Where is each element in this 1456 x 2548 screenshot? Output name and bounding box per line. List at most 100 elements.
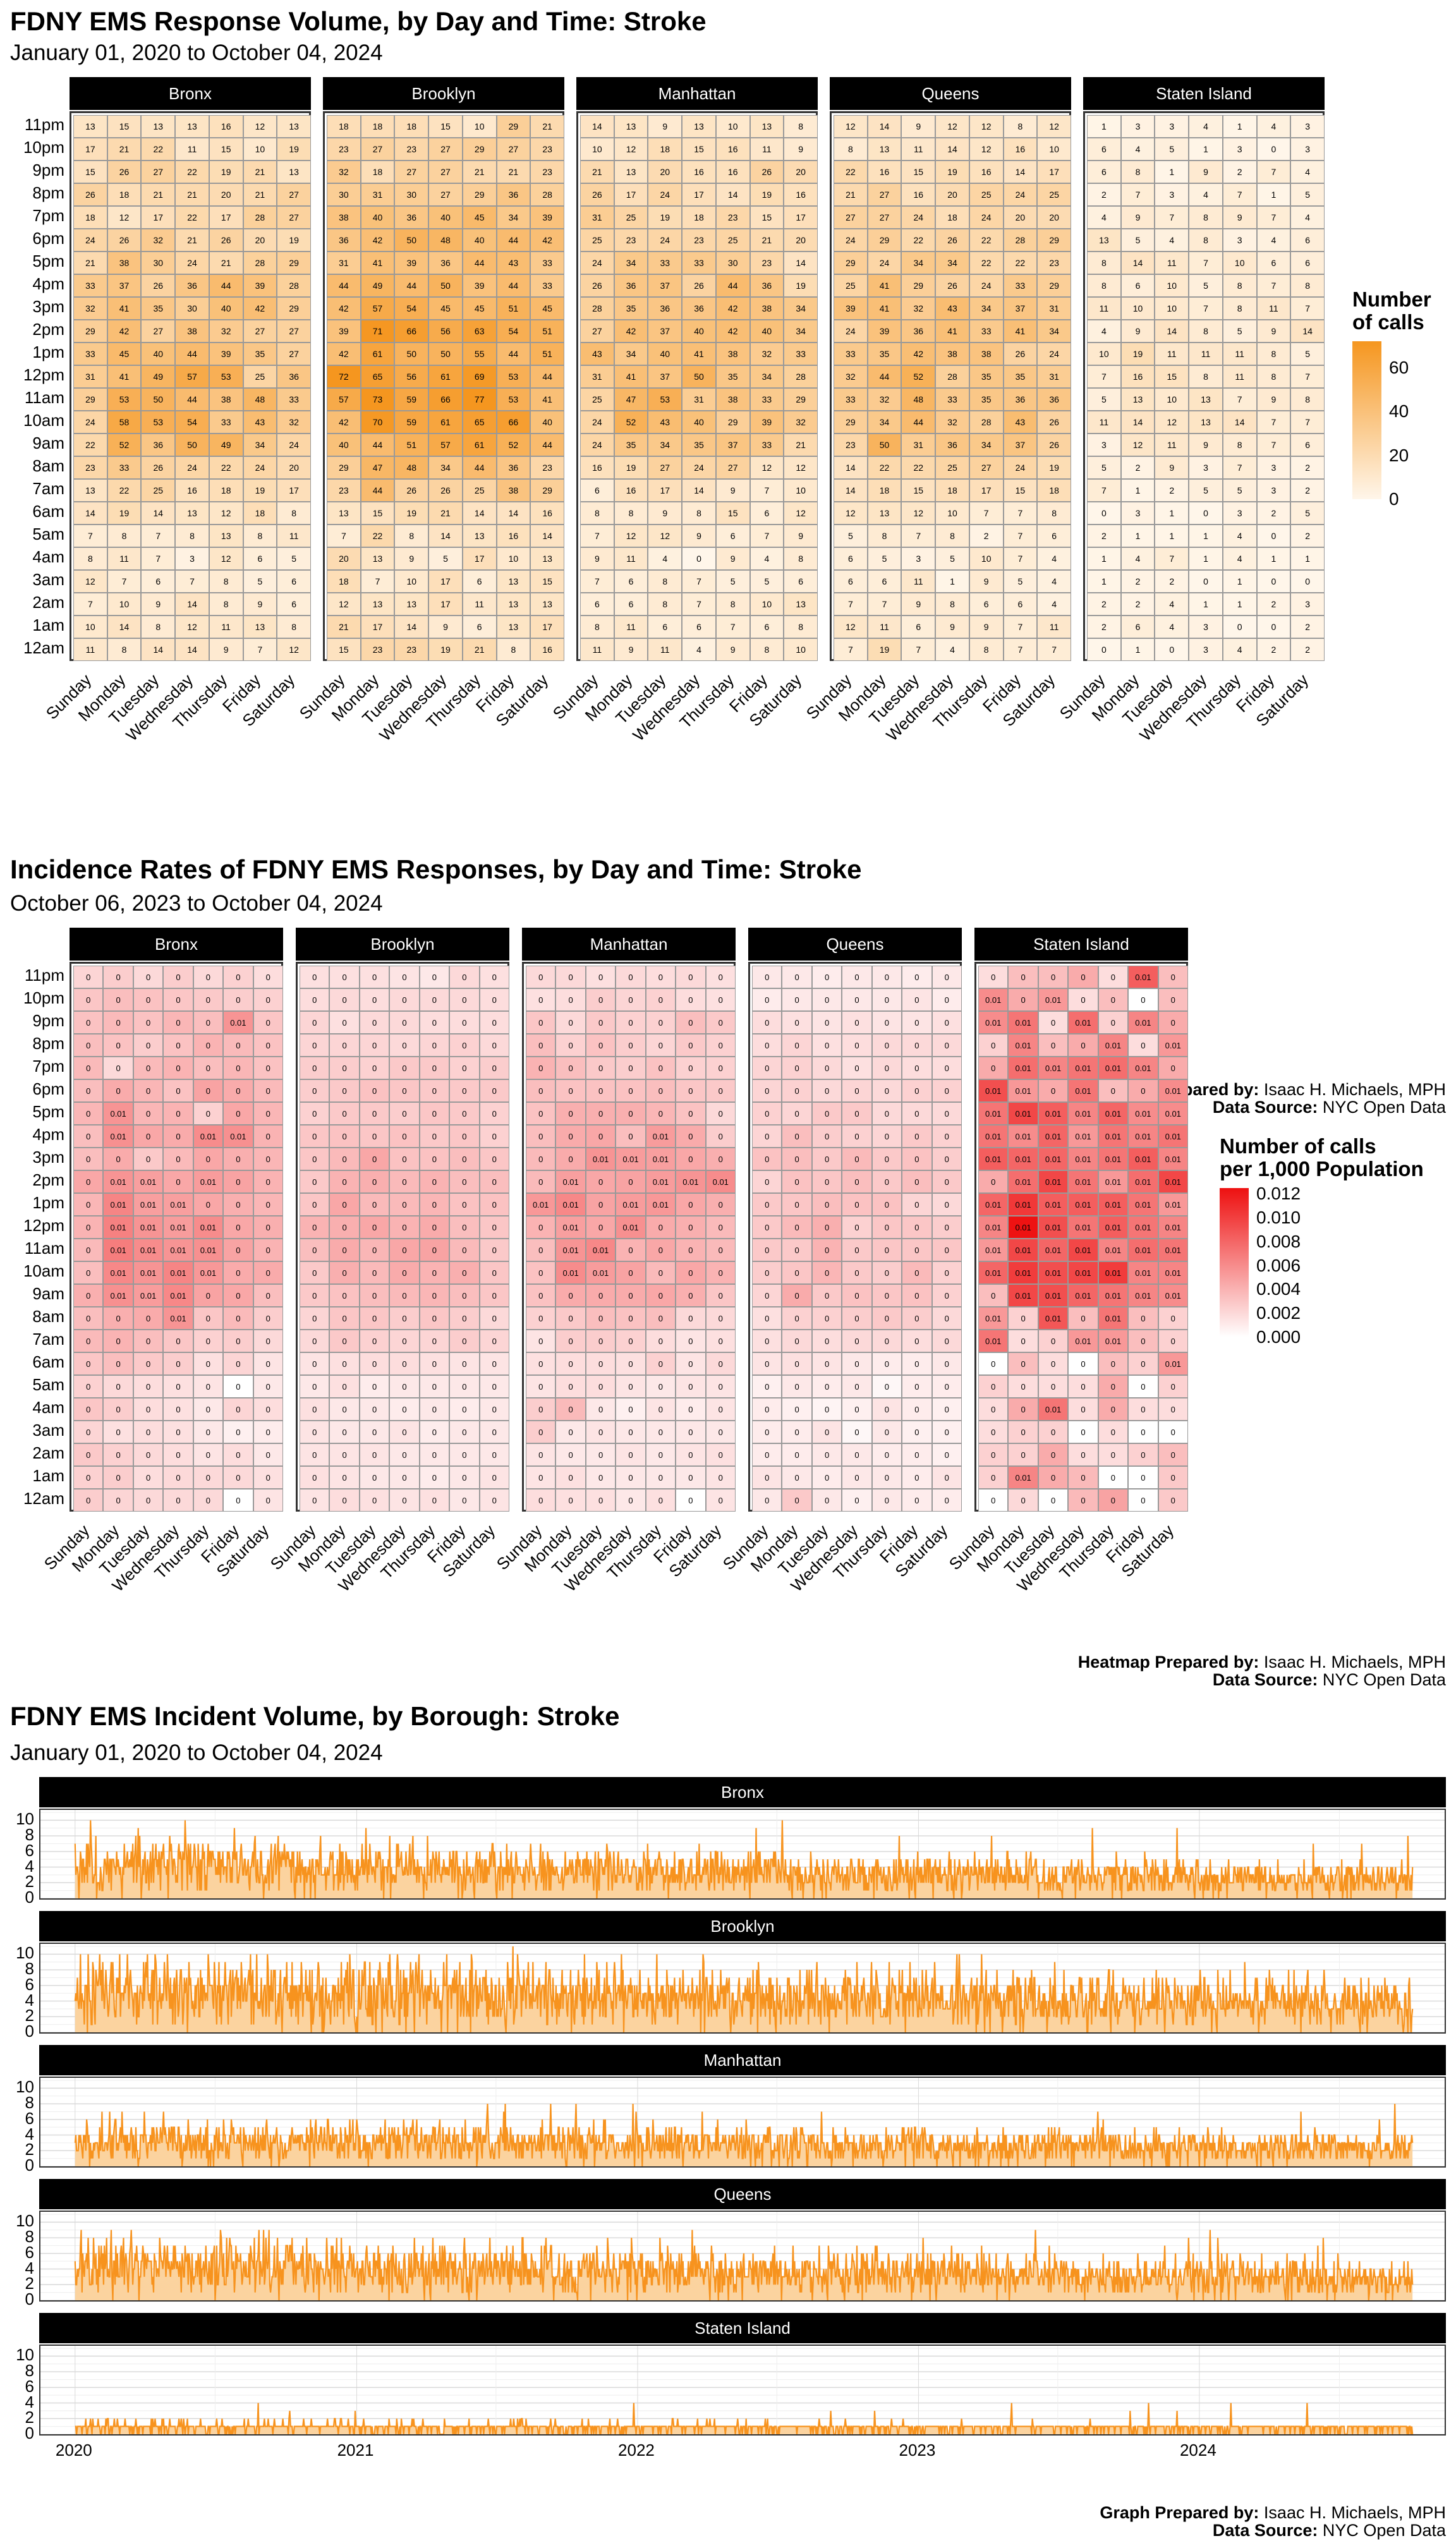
- heatmap-cell: 9: [141, 593, 176, 616]
- heatmap-cell: 8: [243, 525, 277, 547]
- heatmap-cell: 9: [1120, 206, 1155, 229]
- y-tick-label: 10: [16, 1943, 34, 1963]
- heatmap-cell: 0: [73, 1421, 104, 1443]
- heatmap-cell: 0: [902, 1011, 932, 1034]
- heatmap-cell: 0.01: [1128, 1148, 1158, 1170]
- heatmap-cell: 27: [715, 456, 750, 479]
- facet-strip-label: Brooklyn: [296, 928, 509, 961]
- heatmap-cell: 18: [107, 183, 142, 206]
- heatmap-cell: 38: [175, 320, 209, 343]
- heatmap-cell: 8: [1189, 206, 1223, 229]
- y-tick-label: 4: [25, 1990, 34, 2010]
- heatmap-cell: 21: [462, 638, 497, 661]
- heatmap-cell: 0: [811, 1148, 842, 1170]
- heatmap-cell: 27: [834, 206, 868, 229]
- heatmap-cell: 0: [526, 1239, 556, 1261]
- heatmap-cell: 44: [360, 479, 395, 502]
- heatmap-cell: 0: [73, 1375, 104, 1398]
- heatmap-cell: 33: [969, 320, 1004, 343]
- heatmap-cell: 31: [360, 183, 395, 206]
- heatmap-cell: 18: [682, 206, 716, 229]
- heatmap-cell: 35: [682, 434, 716, 456]
- heatmap-cell: 28: [580, 297, 614, 320]
- heatmap-cell: 0: [782, 1261, 812, 1284]
- heatmap-cell: 25: [834, 274, 868, 297]
- heatmap-cell: 15: [73, 161, 107, 183]
- legend-tick-label: 0.010: [1256, 1208, 1301, 1228]
- heatmap-cell: 0: [419, 1148, 450, 1170]
- y-tick-label: 4am: [32, 547, 64, 566]
- heatmap-cell: 0: [585, 1125, 616, 1148]
- heatmap-cell: 0: [752, 1079, 782, 1102]
- heatmap-cell: 0: [73, 1284, 104, 1307]
- heatmap-cell: 6: [1290, 252, 1325, 274]
- heatmap-cell: 0.01: [645, 1170, 676, 1193]
- heatmap-cell: 0: [389, 1443, 420, 1466]
- heatmap-cell: 8: [1189, 365, 1223, 388]
- heatmap-cell: 0: [676, 1443, 706, 1466]
- heatmap-cell: 0: [300, 1489, 330, 1512]
- heatmap-cell: 12: [784, 502, 818, 525]
- heatmap-cell: 0: [978, 1034, 1009, 1057]
- heatmap-cell: 0.01: [103, 1239, 133, 1261]
- heatmap-cell: 0: [1008, 1352, 1038, 1375]
- heatmap-cell: 0: [479, 1352, 509, 1375]
- heatmap-cell: 21: [327, 616, 361, 638]
- heatmap-cell: 0: [1008, 1489, 1038, 1512]
- heatmap-cell: 0.01: [645, 1148, 676, 1170]
- heatmap-cell: 50: [141, 388, 176, 411]
- heatmap-cell: 5: [1222, 479, 1257, 502]
- facet-strip-label: Brooklyn: [323, 77, 564, 110]
- heatmap-cell: 0: [645, 1261, 676, 1284]
- heatmap-cell: 10: [462, 115, 497, 138]
- heatmap-cell: 0.01: [1158, 1102, 1188, 1125]
- heatmap-cell: 12: [277, 638, 311, 661]
- heatmap-cell: 32: [935, 411, 969, 434]
- heatmap-cell: 0: [1068, 1352, 1098, 1375]
- heatmap-cell: 19: [867, 638, 902, 661]
- y-tick-label: 11pm: [24, 966, 64, 985]
- heatmap-cell: 54: [496, 320, 531, 343]
- heatmap-cell: 0: [616, 966, 646, 988]
- y-tick-label: 7pm: [32, 1057, 64, 1076]
- heatmap-cell: 40: [648, 343, 682, 365]
- y-tick-label: 10am: [23, 1261, 64, 1280]
- heatmap-cell: 0.01: [1038, 1102, 1069, 1125]
- heatmap-cell: 41: [530, 388, 564, 411]
- timeseries-panel: [39, 1943, 1446, 2034]
- heatmap-cell: 33: [73, 343, 107, 365]
- heatmap-cell: 8: [1290, 388, 1325, 411]
- heatmap-cell: 39: [530, 206, 564, 229]
- heatmap-cell: 13: [175, 502, 209, 525]
- y-tick-label: 11am: [24, 1239, 64, 1258]
- heatmap-cell: 0: [1158, 1443, 1188, 1466]
- heatmap-cell: 14: [394, 616, 429, 638]
- heatmap-cell: 0: [842, 1034, 872, 1057]
- heatmap-cell: 0: [329, 1398, 360, 1421]
- heatmap-cell: 0: [163, 1352, 193, 1375]
- heatmap-cell: 9: [1256, 388, 1291, 411]
- heatmap-cell: 1: [935, 570, 969, 593]
- heatmap-cell: 0: [645, 1284, 676, 1307]
- heatmap-cell: 0: [223, 1034, 253, 1057]
- heatmap-cell: 0: [842, 1352, 872, 1375]
- heatmap-cell: 48: [901, 388, 936, 411]
- heatmap-cell: 11: [580, 638, 614, 661]
- heatmap-cell: 42: [327, 297, 361, 320]
- legend-tick-label: 20: [1389, 445, 1409, 465]
- heatmap-cell: 4: [1037, 570, 1071, 593]
- heatmap-cell: 20: [648, 161, 682, 183]
- heatmap-cell: 18: [209, 479, 243, 502]
- heatmap-cell: 26: [428, 479, 463, 502]
- heatmap-cell: 0.01: [978, 1148, 1009, 1170]
- heatmap-cell: 0.01: [1008, 1170, 1038, 1193]
- heatmap-cell: 17: [360, 616, 395, 638]
- heatmap-cell: 0: [1128, 1443, 1158, 1466]
- y-tick-label: 4pm: [32, 1125, 64, 1144]
- heatmap-cell: 0: [73, 1170, 104, 1193]
- heatmap-cell: 27: [141, 320, 176, 343]
- heatmap-cell: 0: [223, 1284, 253, 1307]
- heatmap-cell: 0: [1128, 988, 1158, 1011]
- heatmap-cell: 4: [1189, 115, 1223, 138]
